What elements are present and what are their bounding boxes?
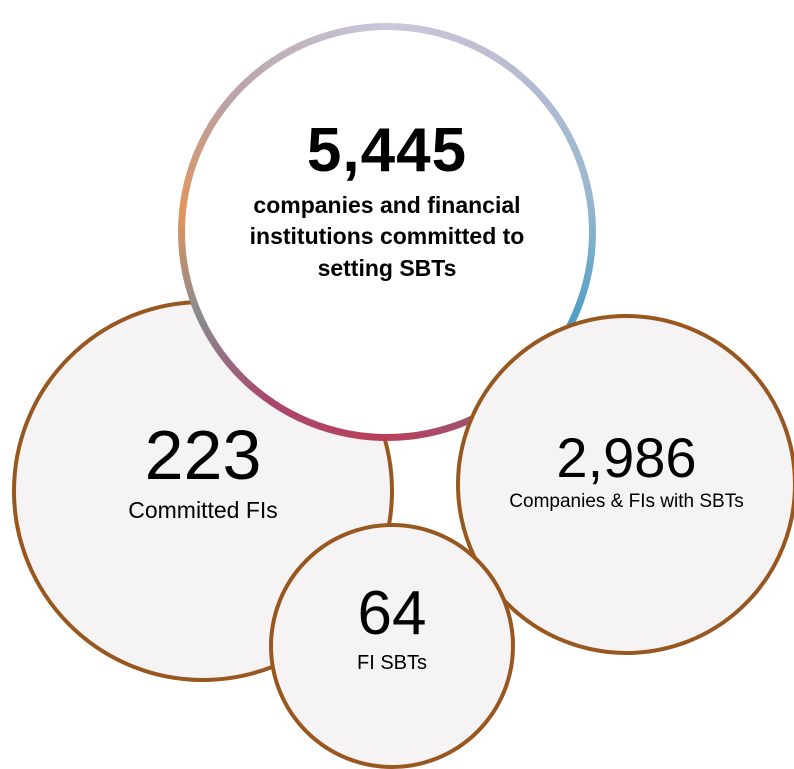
companies-fis-with-sbts-label: Companies & FIs with SBTs xyxy=(509,491,744,512)
fi-sbts-content: 64 FI SBTs xyxy=(273,583,511,675)
companies-fis-with-sbts-content: 2,986 Companies & FIs with SBTs xyxy=(460,430,793,514)
total-committed-content: 5,445 companies and financial institutio… xyxy=(185,120,589,284)
committed-fis-value: 223 xyxy=(144,416,262,494)
committed-fis-label: Committed FIs xyxy=(128,497,278,523)
fi-sbts-bubble: 64 FI SBTs xyxy=(269,523,515,769)
total-committed-value: 5,445 xyxy=(306,116,468,185)
companies-fis-with-sbts-bubble: 2,986 Companies & FIs with SBTs xyxy=(456,314,794,655)
fi-sbts-label: FI SBTs xyxy=(356,652,427,674)
fi-sbts-value: 64 xyxy=(357,579,427,648)
committed-fis-content: 223 Committed FIs xyxy=(16,420,390,525)
companies-fis-with-sbts-value: 2,986 xyxy=(556,426,697,489)
total-committed-label: companies and financial institutions com… xyxy=(249,192,525,281)
